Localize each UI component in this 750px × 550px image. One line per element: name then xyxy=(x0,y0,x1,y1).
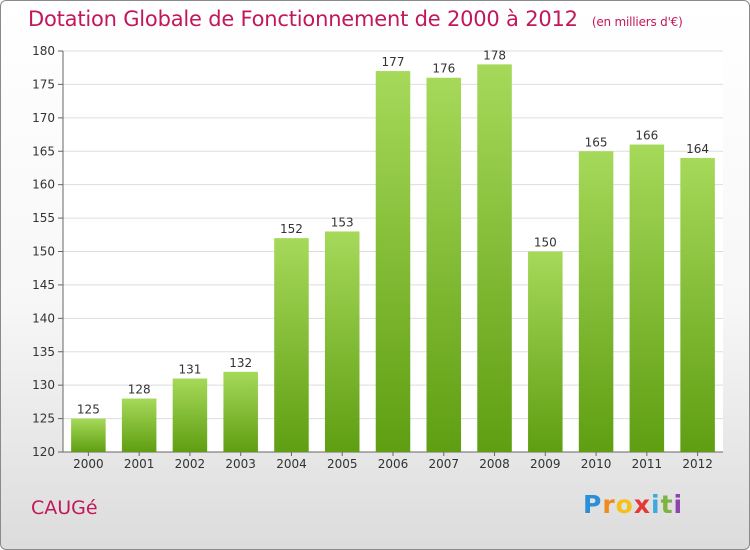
bar-chart: 120 125 130 135 140 145 150 155 160 165 170 175 180 1… xyxy=(32,44,723,471)
title-text: Dotation Globale de Fonctionnement de 20… xyxy=(28,7,578,31)
bar-value-label: 166 xyxy=(635,129,658,143)
x-tick-label: 2010 xyxy=(581,457,612,471)
x-tick-label: 2006 xyxy=(378,457,409,471)
x-tick-label: 2009 xyxy=(530,457,561,471)
y-tick-label: 145 xyxy=(32,278,55,292)
y-tick-label: 165 xyxy=(32,144,55,158)
y-tick-label: 170 xyxy=(32,111,55,125)
y-tick-label: 155 xyxy=(32,211,55,225)
bar-value-label: 131 xyxy=(178,362,201,376)
bar xyxy=(71,418,106,452)
bar xyxy=(121,398,157,452)
bar-value-label: 152 xyxy=(280,222,303,236)
bar xyxy=(172,378,208,452)
y-tick-label: 130 xyxy=(32,378,55,392)
y-tick-label: 120 xyxy=(32,445,55,459)
bar-value-label: 176 xyxy=(432,62,455,76)
commune-name: CAUGé xyxy=(31,497,98,519)
bar-value-label: 128 xyxy=(128,383,151,397)
bar-value-label: 165 xyxy=(585,135,608,149)
bar xyxy=(426,77,462,452)
bar-value-label: 177 xyxy=(382,55,405,69)
bar xyxy=(528,251,563,452)
x-tick-label: 2004 xyxy=(276,457,307,471)
bar xyxy=(629,144,665,453)
x-tick-label: 2007 xyxy=(428,457,459,471)
bar-value-label: 164 xyxy=(686,142,709,156)
bar xyxy=(223,371,258,452)
bar xyxy=(680,157,715,452)
x-tick-label: 2005 xyxy=(327,457,358,471)
bar xyxy=(274,238,309,452)
y-tick-label: 140 xyxy=(32,311,55,325)
y-tick-label: 175 xyxy=(32,77,55,91)
x-tick-label: 2011 xyxy=(632,457,663,471)
bar-value-label: 178 xyxy=(483,48,506,62)
y-tick-label: 180 xyxy=(32,44,55,58)
x-tick-label: 2012 xyxy=(682,457,713,471)
bar-value-label: 153 xyxy=(331,215,354,229)
x-tick-label: 2003 xyxy=(225,457,256,471)
y-tick-label: 135 xyxy=(32,345,55,359)
bar-value-label: 125 xyxy=(77,403,100,417)
bar-value-label: 150 xyxy=(534,236,557,250)
x-tick-label: 2001 xyxy=(124,457,155,471)
bar xyxy=(375,71,411,453)
bar xyxy=(578,151,614,452)
x-tick-label: 2002 xyxy=(175,457,206,471)
unit-label: (en milliers d'€) xyxy=(591,15,683,29)
bar xyxy=(477,64,512,452)
y-tick-label: 150 xyxy=(32,245,55,259)
y-tick-label: 125 xyxy=(32,412,55,426)
proxiti-logo: Proxiti xyxy=(583,490,684,519)
y-tick-label: 160 xyxy=(32,178,55,192)
x-tick-label: 2000 xyxy=(73,457,104,471)
x-tick-label: 2008 xyxy=(479,457,510,471)
chart-title: Dotation Globale de Fonctionnement de 20… xyxy=(28,7,683,31)
bar xyxy=(324,231,360,452)
bar-value-label: 132 xyxy=(229,356,252,370)
